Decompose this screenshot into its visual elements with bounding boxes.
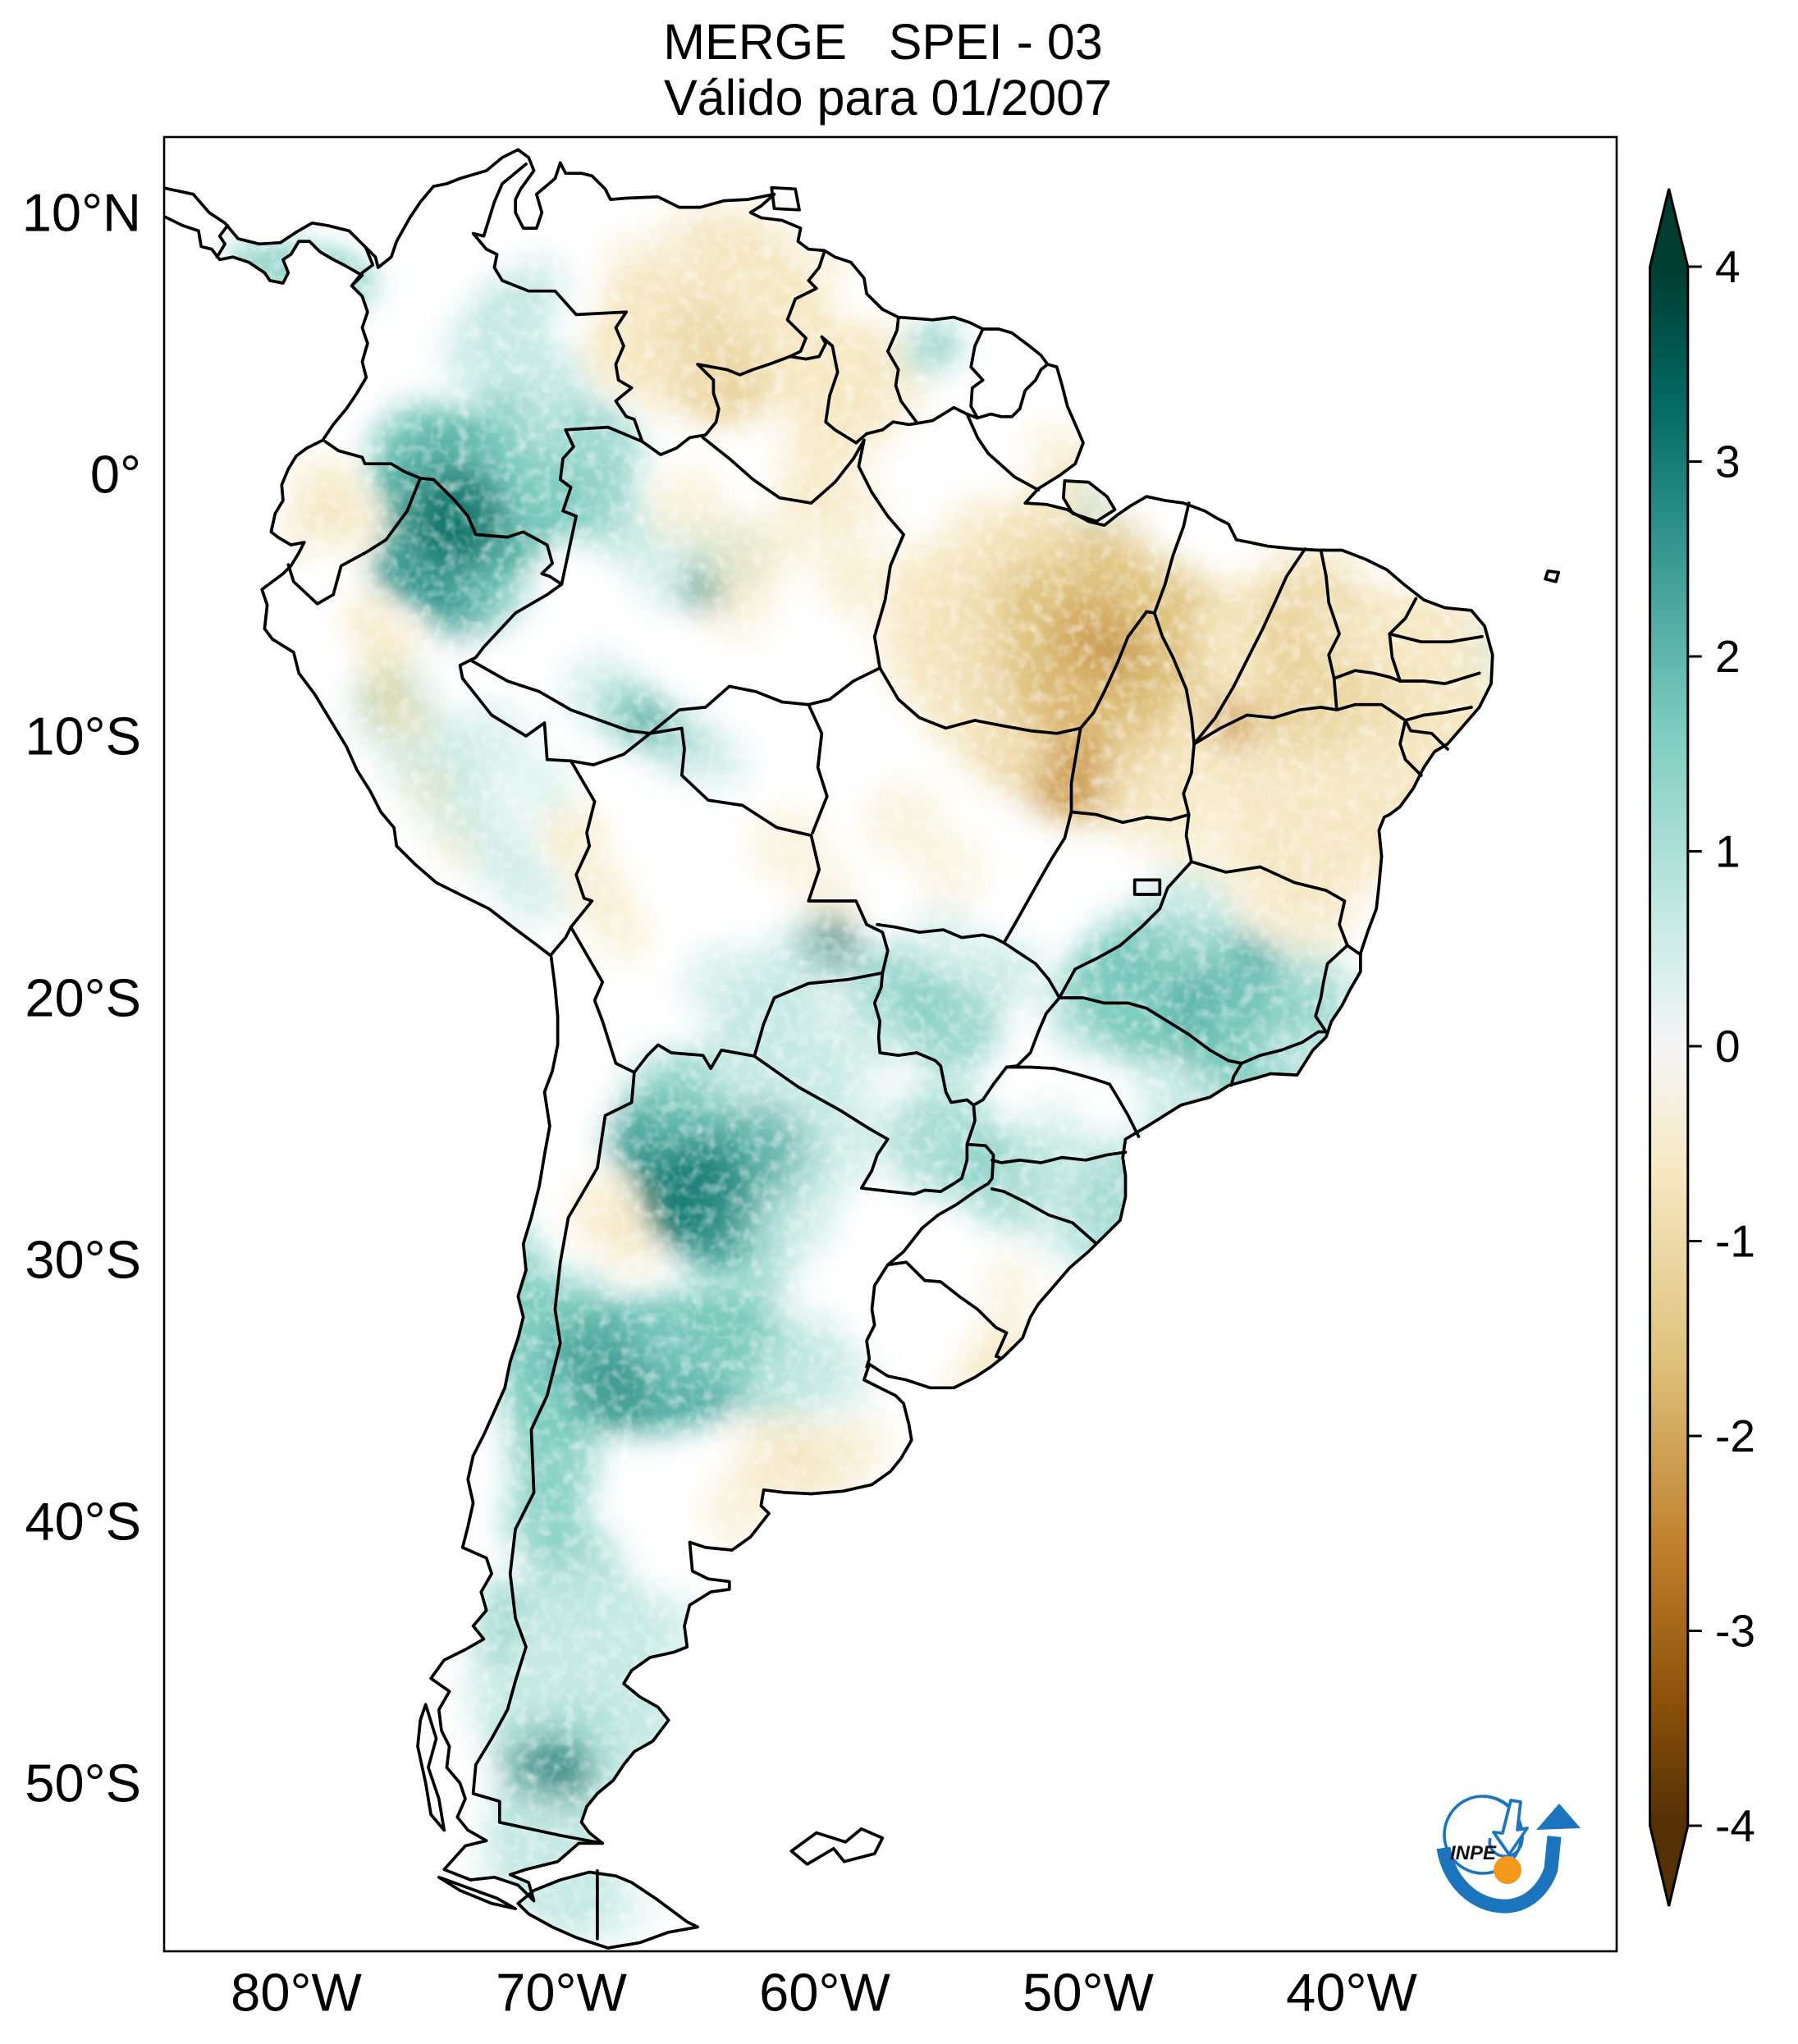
svg-text:40°W: 40°W [1286,1963,1417,2023]
svg-text:INPE: INPE [1450,1842,1497,1864]
svg-text:0°: 0° [90,445,141,505]
svg-text:10°S: 10°S [25,706,141,766]
svg-text:80°W: 80°W [231,1963,362,2023]
svg-text:4: 4 [1715,241,1741,292]
svg-text:50°W: 50°W [1023,1963,1154,2023]
svg-text:-4: -4 [1715,1800,1755,1851]
svg-text:2: 2 [1715,631,1741,682]
svg-text:40°S: 40°S [25,1492,141,1552]
svg-text:3: 3 [1715,437,1741,487]
svg-text:-2: -2 [1715,1411,1755,1461]
svg-text:-3: -3 [1715,1606,1755,1657]
svg-text:10°N: 10°N [22,183,141,243]
svg-text:70°W: 70°W [496,1963,627,2023]
svg-text:0: 0 [1715,1021,1741,1072]
svg-text:Válido para 01/2007: Válido para 01/2007 [664,70,1112,126]
svg-text:60°W: 60°W [759,1963,890,2023]
svg-text:30°S: 30°S [25,1230,141,1290]
svg-text:MERGE SPEI - 03: MERGE SPEI - 03 [663,14,1103,70]
svg-text:1: 1 [1715,826,1741,877]
svg-text:-1: -1 [1715,1216,1755,1267]
svg-text:20°S: 20°S [25,968,141,1028]
svg-text:50°S: 50°S [25,1754,141,1813]
